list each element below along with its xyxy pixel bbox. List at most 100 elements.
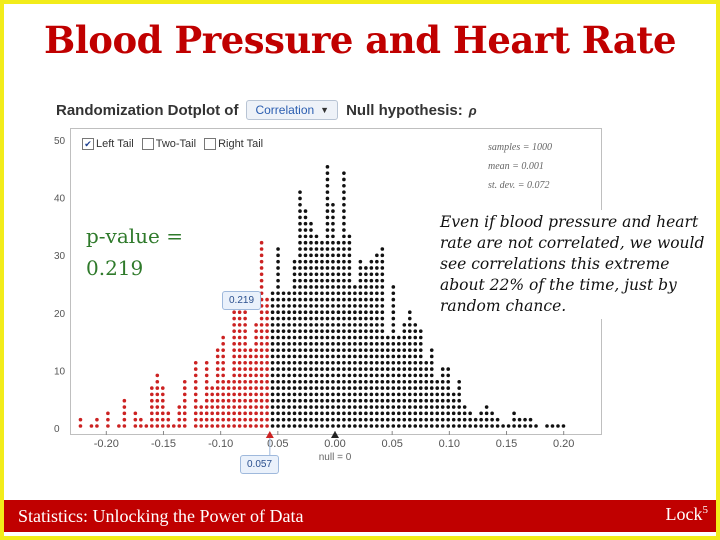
dot-marker	[457, 424, 461, 428]
dot-marker	[331, 228, 335, 232]
dot-marker	[287, 379, 291, 384]
dot-marker	[325, 171, 330, 175]
dot-marker	[193, 386, 198, 390]
dot-marker	[364, 379, 368, 384]
dot-marker	[243, 386, 247, 390]
dot-marker	[314, 411, 319, 416]
dot-marker	[298, 221, 302, 226]
dot-marker	[160, 392, 165, 397]
dot-marker	[353, 405, 357, 409]
dot-marker	[199, 411, 204, 416]
dot-marker	[314, 373, 319, 378]
dot-marker	[298, 342, 302, 346]
dot-marker	[281, 316, 286, 321]
dot-marker	[336, 335, 341, 340]
dot-marker	[402, 373, 407, 378]
statistic-select[interactable]: Correlation ▼	[246, 100, 339, 120]
dot-marker	[353, 411, 357, 416]
dot-marker	[303, 228, 308, 232]
dot-marker	[440, 405, 445, 409]
dot-marker	[402, 354, 407, 359]
dot-marker	[237, 379, 242, 384]
dot-marker	[122, 411, 127, 416]
dot-marker	[506, 424, 511, 428]
dot-marker	[440, 392, 445, 397]
dot-marker	[248, 392, 253, 397]
dot-marker	[446, 405, 451, 409]
dot-marker	[254, 367, 258, 371]
dot-marker	[106, 424, 110, 428]
dot-marker	[336, 417, 341, 422]
dot-marker	[391, 348, 396, 352]
dot-marker	[303, 323, 308, 327]
proportion-tag[interactable]: 0.219	[222, 291, 262, 310]
dot-marker	[342, 234, 346, 239]
dot-marker	[325, 196, 330, 201]
dot-marker	[259, 392, 264, 397]
right-tail-checkbox[interactable]: Right Tail	[204, 138, 263, 150]
left-tail-checkbox[interactable]: ✔ Left Tail	[82, 138, 134, 150]
dot-marker	[407, 348, 412, 352]
null-value-label: null = 0	[319, 452, 352, 463]
dot-marker	[380, 417, 385, 422]
dot-marker	[221, 424, 225, 428]
dot-marker	[347, 297, 352, 302]
dot-marker	[402, 417, 407, 422]
dot-marker	[292, 360, 297, 365]
dot-marker	[259, 379, 264, 384]
dot-marker	[353, 373, 357, 378]
dot-marker	[320, 310, 324, 315]
dot-marker	[155, 417, 160, 422]
dot-marker	[375, 424, 379, 428]
dot-marker	[254, 392, 258, 397]
dot-marker	[325, 348, 330, 352]
dot-marker	[413, 424, 418, 428]
dot-marker	[380, 398, 385, 403]
dot-marker	[364, 316, 368, 321]
dot-marker	[287, 360, 291, 365]
dot-marker	[259, 310, 264, 315]
dot-marker	[254, 323, 258, 327]
dot-marker	[133, 424, 138, 428]
dot-marker	[287, 348, 291, 352]
dot-marker	[386, 411, 390, 416]
dot-marker	[369, 316, 374, 321]
dot-marker	[402, 342, 407, 346]
dot-marker	[342, 417, 346, 422]
dot-marker	[309, 354, 313, 359]
dot-marker	[391, 386, 396, 390]
dot-marker	[298, 367, 302, 371]
dot-marker	[287, 316, 291, 321]
dot-marker	[303, 247, 308, 251]
dot-marker	[320, 386, 324, 390]
cutoff-tag[interactable]: 0.057	[240, 455, 280, 474]
dot-marker	[287, 297, 291, 302]
dot-marker	[270, 297, 275, 302]
dot-marker	[397, 360, 401, 365]
dot-marker	[446, 424, 451, 428]
mean-stat: mean = 0.001	[488, 161, 544, 172]
dot-marker	[358, 405, 363, 409]
dot-marker	[358, 392, 363, 397]
tail-options: ✔ Left Tail Two-Tail Right Tail	[82, 138, 263, 150]
dot-marker	[325, 285, 330, 289]
dot-marker	[254, 417, 258, 422]
dot-marker	[237, 373, 242, 378]
dot-marker	[215, 386, 220, 390]
dot-marker	[451, 411, 456, 416]
dot-marker	[309, 329, 313, 333]
dot-marker	[281, 424, 286, 428]
dot-marker	[391, 297, 396, 302]
dot-marker	[418, 348, 423, 352]
dot-marker	[265, 379, 269, 384]
dot-marker	[347, 291, 352, 296]
dot-marker	[160, 386, 165, 390]
dot-marker	[325, 165, 330, 169]
dot-marker	[248, 367, 253, 371]
dot-marker	[237, 405, 242, 409]
dot-marker	[232, 316, 236, 321]
two-tail-checkbox[interactable]: Two-Tail	[141, 138, 196, 150]
dot-marker	[407, 424, 412, 428]
dot-marker	[243, 405, 247, 409]
dot-marker	[407, 360, 412, 365]
